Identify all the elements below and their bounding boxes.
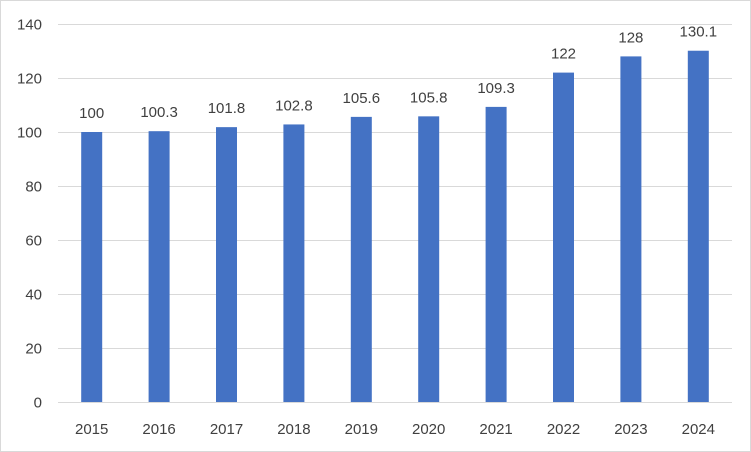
y-tick-label: 100 (17, 125, 42, 142)
bars (81, 50, 709, 403)
x-tick-label: 2024 (682, 421, 715, 438)
y-tick-label: 40 (25, 287, 42, 304)
x-tick-label: 2021 (479, 421, 512, 438)
bar (687, 50, 709, 402)
data-label: 100.3 (140, 104, 178, 121)
bar (485, 106, 507, 402)
gridlines (58, 24, 732, 403)
y-tick-label: 140 (17, 17, 42, 34)
data-labels: 100 100.3 101.8 102.8 105.6 105.8 109.3 122 128 1… (79, 24, 717, 122)
bar (350, 116, 372, 402)
data-label: 102.8 (275, 97, 313, 114)
bar (553, 72, 574, 402)
x-tick-label: 2018 (277, 421, 310, 438)
y-axis-tick-labels: 0 20 40 60 80 100 120 140 (17, 17, 42, 412)
y-tick-label: 120 (17, 71, 42, 88)
bar (283, 124, 305, 402)
data-label: 101.8 (208, 100, 246, 117)
x-tick-label: 2017 (210, 421, 243, 438)
bar (620, 56, 642, 403)
data-label: 105.8 (410, 89, 448, 106)
x-tick-label: 2016 (142, 421, 175, 438)
data-label: 130.1 (680, 24, 718, 41)
data-label: 100 (79, 105, 104, 122)
bar (148, 131, 170, 402)
x-axis-tick-labels: 2015 2016 2017 2018 2019 2020 2021 2022 2023 2024 (75, 421, 715, 438)
x-tick-label: 2019 (345, 421, 378, 438)
bar (418, 116, 440, 402)
y-tick-label: 80 (25, 179, 42, 196)
x-tick-label: 2022 (547, 421, 580, 438)
x-tick-label: 2020 (412, 421, 445, 438)
y-tick-label: 60 (25, 233, 42, 250)
x-tick-label: 2015 (75, 421, 108, 438)
y-tick-label: 20 (25, 341, 42, 358)
y-tick-label: 0 (34, 395, 42, 412)
data-label: 109.3 (477, 80, 515, 97)
data-label: 122 (551, 46, 576, 63)
bar (216, 127, 237, 402)
data-label: 105.6 (343, 90, 381, 107)
x-tick-label: 2023 (614, 421, 647, 438)
data-label: 128 (618, 29, 643, 46)
bar (81, 132, 103, 402)
